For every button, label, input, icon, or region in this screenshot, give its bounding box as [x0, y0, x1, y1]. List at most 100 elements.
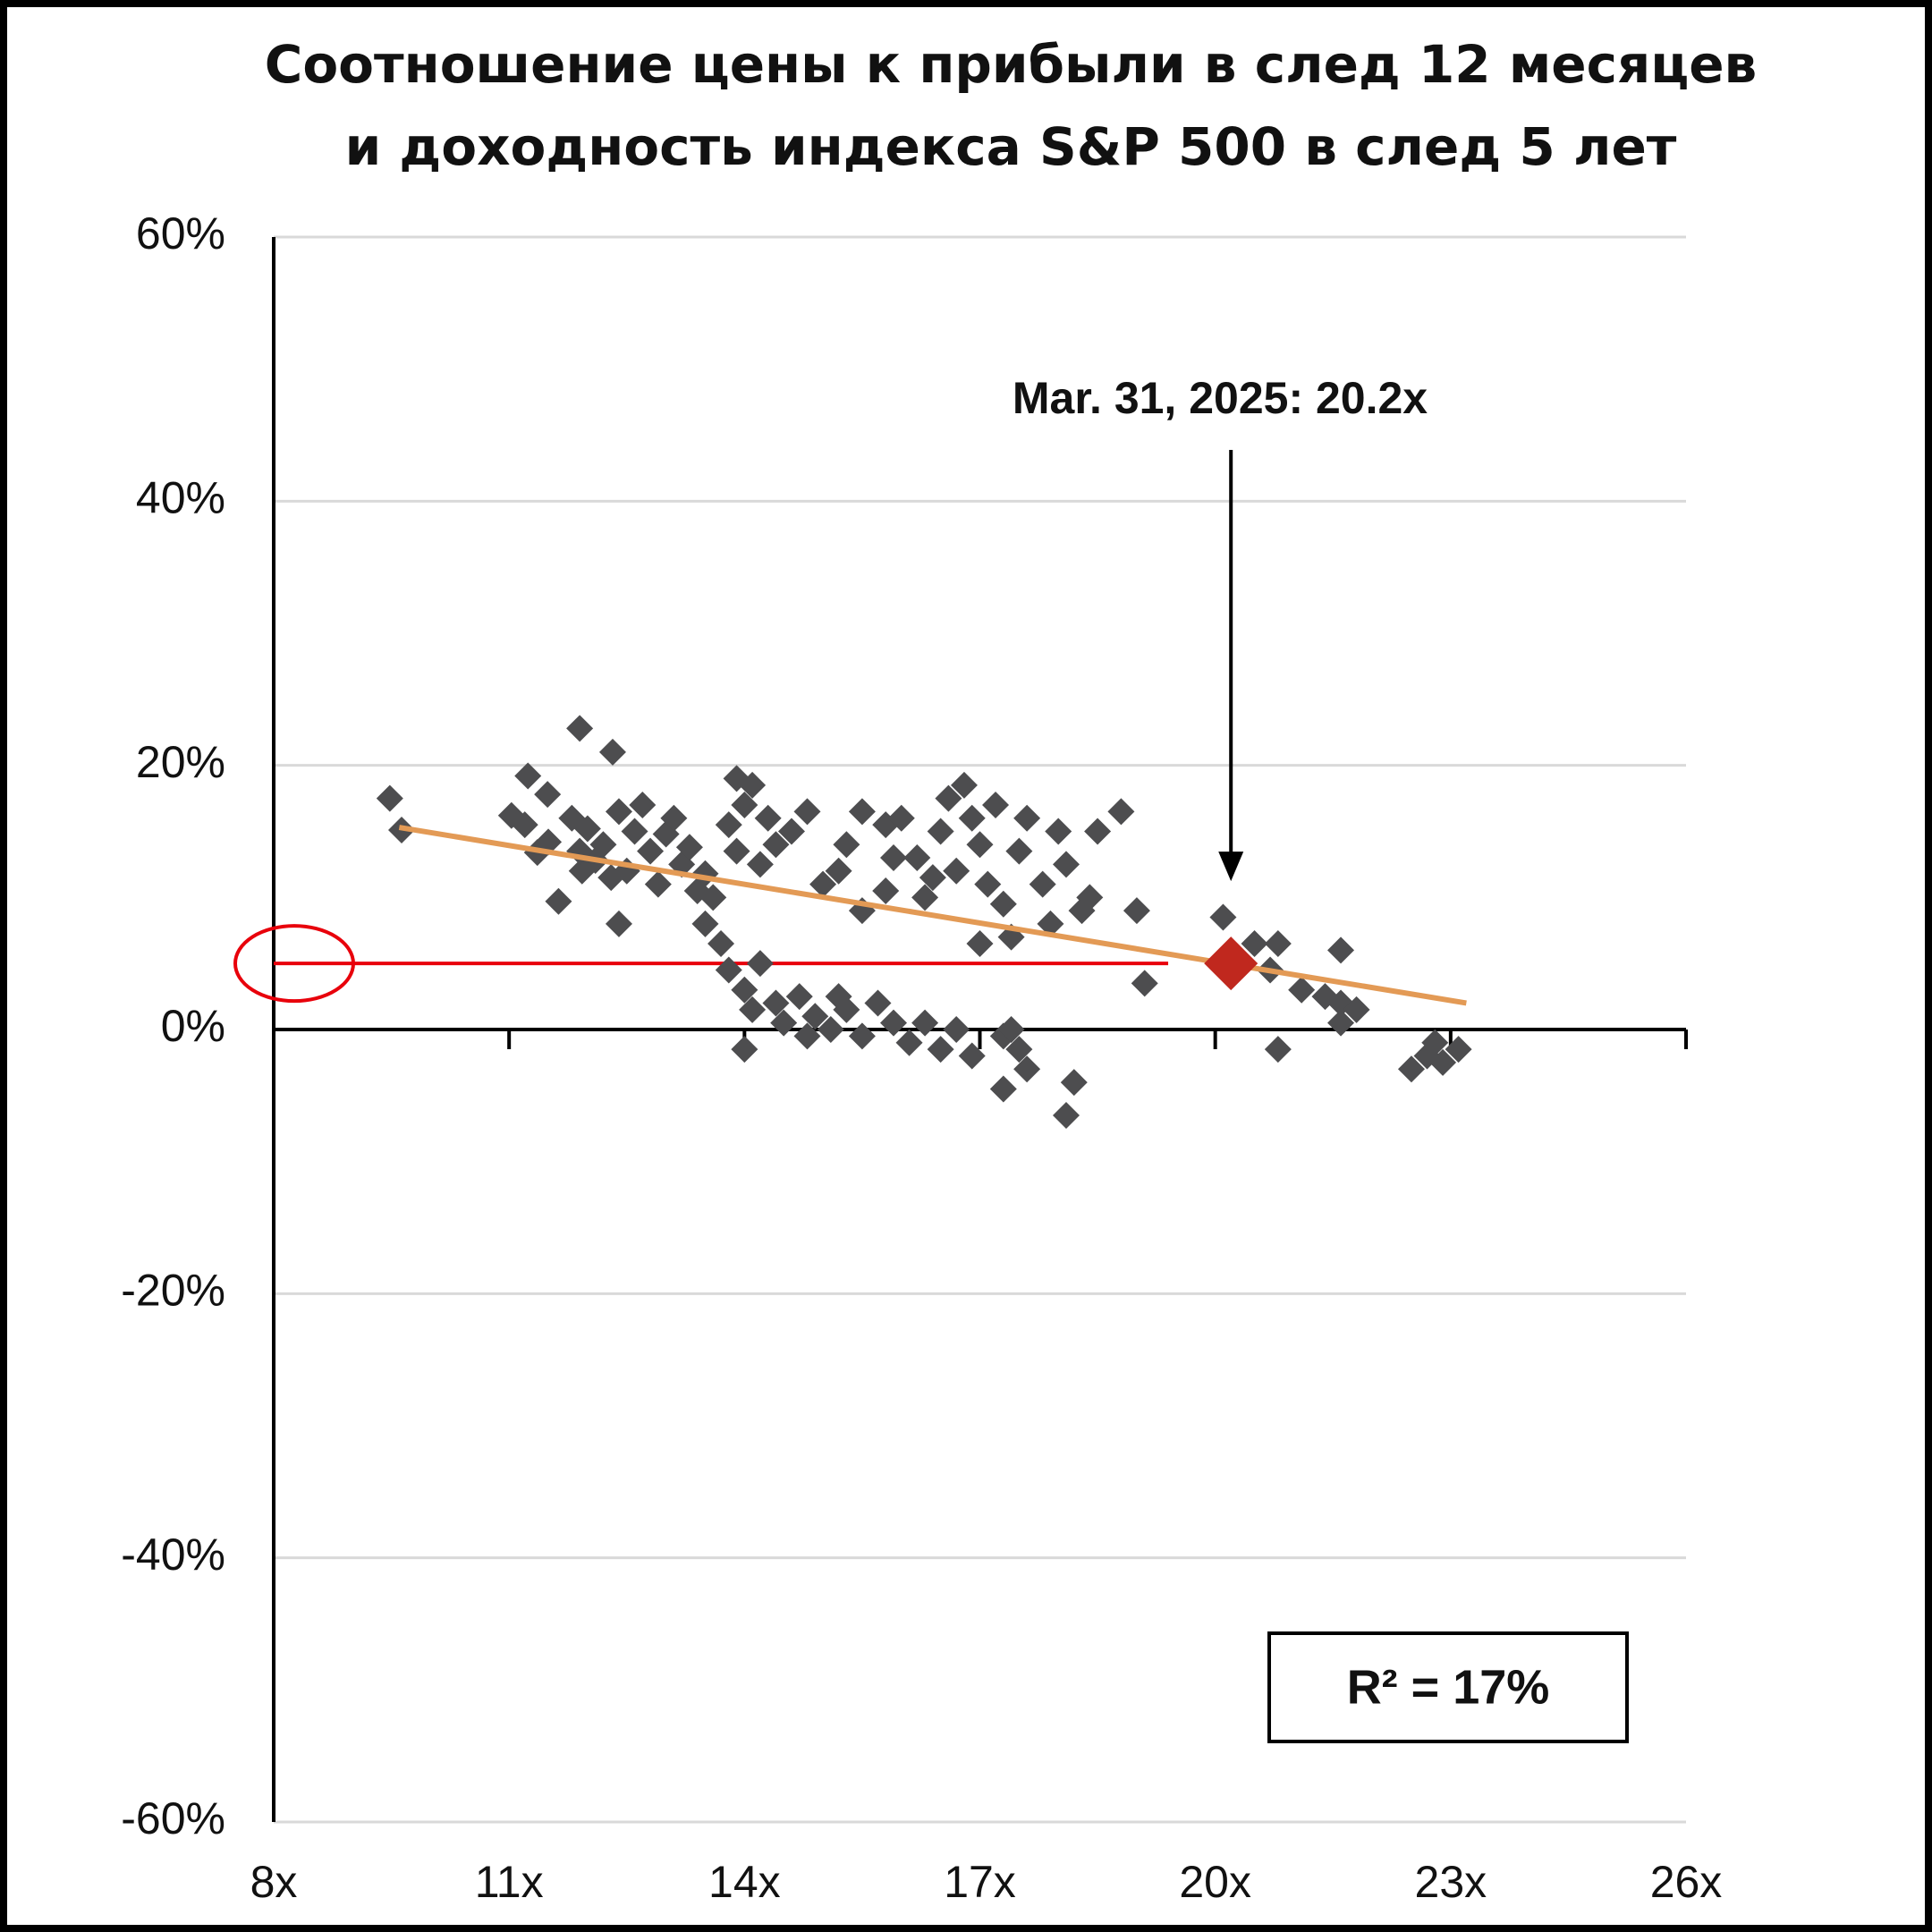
- scatter-point: [1123, 897, 1150, 925]
- scatter-point: [1327, 936, 1355, 964]
- scatter-point: [1445, 1036, 1472, 1063]
- scatter-point: [1084, 818, 1112, 845]
- scatter-point: [825, 857, 852, 885]
- trend-line: [398, 825, 1467, 1006]
- scatter-point: [958, 804, 986, 832]
- scatter-point: [605, 798, 632, 826]
- scatter-point: [982, 791, 1010, 818]
- scatter-point: [997, 1016, 1025, 1043]
- y-tick-label: -60%: [121, 1793, 225, 1843]
- scatter-point: [1327, 1009, 1355, 1037]
- y-tick-label: 60%: [136, 208, 225, 258]
- scatter-point: [895, 1029, 923, 1056]
- scatter-point: [1013, 804, 1041, 832]
- scatter-point: [1264, 930, 1292, 958]
- scatter-point: [770, 1009, 798, 1037]
- y-tick-label: 0%: [161, 1001, 225, 1051]
- y-tick-label: 20%: [136, 737, 225, 787]
- x-tick-label: 11x: [475, 1857, 544, 1907]
- scatter-point: [573, 815, 601, 843]
- scatter-point: [1107, 798, 1135, 826]
- scatter-point: [950, 771, 978, 799]
- scatter-point: [872, 877, 900, 904]
- scatter-point: [731, 1036, 758, 1063]
- r-squared-label: R² = 17%: [1347, 1660, 1550, 1714]
- scatter-point: [911, 884, 939, 911]
- scatter-point: [598, 738, 626, 766]
- scatter-point: [833, 831, 860, 859]
- scatter-point: [848, 798, 876, 826]
- x-tick-label: 23x: [1415, 1857, 1487, 1907]
- scatter-point: [1013, 1055, 1041, 1083]
- scatter-point: [848, 1022, 876, 1050]
- scatter-point: [1005, 1036, 1033, 1063]
- scatter-point: [1209, 903, 1237, 931]
- scatter-point: [739, 996, 767, 1023]
- scatter-point: [793, 1022, 821, 1050]
- scatter-point: [864, 989, 892, 1017]
- scatter-point: [927, 818, 954, 845]
- scatter-point: [731, 791, 758, 818]
- scatter-point: [1241, 930, 1268, 958]
- scatter-point: [675, 834, 703, 861]
- scatter-point: [966, 831, 994, 859]
- scatter-point: [880, 1009, 908, 1037]
- scatter-point: [1076, 884, 1104, 911]
- scatter-point: [534, 781, 562, 809]
- scatter-point: [974, 870, 1002, 898]
- scatter-point: [880, 844, 908, 872]
- scatter-point: [1204, 936, 1258, 991]
- highlight-ellipse: [233, 924, 355, 1004]
- x-tick-label: 14x: [708, 1857, 781, 1907]
- scatter-point: [1052, 1101, 1080, 1129]
- arrow-head: [1218, 852, 1244, 882]
- scatter-point: [1429, 1048, 1457, 1076]
- scatter-point: [514, 762, 542, 790]
- scatter-point: [1343, 996, 1370, 1023]
- scatter-point: [715, 956, 742, 984]
- y-tick-label: -40%: [121, 1530, 225, 1580]
- scatter-point: [762, 831, 790, 859]
- scatter-point: [691, 910, 719, 937]
- r-squared-box: [1267, 1631, 1629, 1743]
- scatter-point: [903, 844, 931, 872]
- scatter-point: [621, 818, 648, 845]
- scatter-point: [887, 804, 915, 832]
- scatter-point: [1288, 976, 1316, 1004]
- scatter-point: [1397, 1055, 1425, 1083]
- scatter-point: [629, 791, 657, 818]
- scatter-point: [715, 811, 742, 839]
- scatter-point: [1421, 1029, 1449, 1056]
- scatter-point: [708, 930, 735, 958]
- scatter-point: [785, 983, 813, 1011]
- scatter-point: [919, 864, 946, 892]
- scatter-point: [699, 884, 727, 911]
- scatter-point: [1052, 851, 1080, 878]
- scatter-point: [566, 715, 594, 742]
- scatter-point: [545, 887, 572, 915]
- scatter-point: [935, 784, 962, 812]
- scatter-point: [605, 910, 632, 937]
- scatter-point: [1029, 870, 1056, 898]
- scatter-point: [817, 1016, 844, 1043]
- scatter-point: [989, 1075, 1017, 1103]
- scatter-point: [1037, 910, 1064, 937]
- scatter-point: [793, 798, 821, 826]
- x-tick-label: 17x: [944, 1857, 1016, 1907]
- scatter-point: [1131, 970, 1158, 997]
- scatter-point: [644, 870, 672, 898]
- scatter-point: [958, 1042, 986, 1070]
- x-tick-label: 26x: [1650, 1857, 1723, 1907]
- chart-title: Соотношение цены к прибыли в след 12 мес…: [265, 34, 1758, 95]
- chart-title: и доходность индекса S&P 500 в след 5 ле…: [345, 116, 1677, 177]
- scatter-point: [746, 950, 774, 978]
- x-tick-label: 20x: [1179, 1857, 1251, 1907]
- scatter-point: [927, 1036, 954, 1063]
- scatter-point: [746, 851, 774, 878]
- scatter-point: [723, 837, 750, 865]
- scatter-point: [809, 870, 837, 898]
- scatter-point: [943, 1016, 970, 1043]
- x-tick-label: 8x: [250, 1857, 298, 1907]
- scatter-point: [911, 1009, 939, 1037]
